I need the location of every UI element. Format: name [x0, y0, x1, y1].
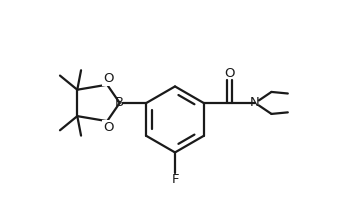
Text: B: B	[115, 96, 124, 109]
Text: O: O	[224, 67, 234, 80]
Text: F: F	[171, 173, 179, 186]
Text: N: N	[250, 96, 260, 109]
Text: O: O	[104, 72, 114, 85]
Text: O: O	[104, 121, 114, 134]
